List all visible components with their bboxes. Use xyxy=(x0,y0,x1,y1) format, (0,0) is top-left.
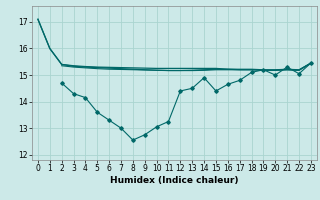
X-axis label: Humidex (Indice chaleur): Humidex (Indice chaleur) xyxy=(110,176,239,185)
